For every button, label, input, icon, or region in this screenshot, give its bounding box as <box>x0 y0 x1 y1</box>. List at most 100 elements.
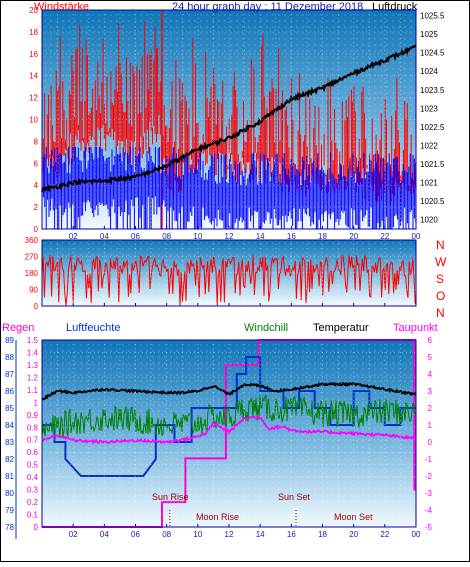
compass-label-s: S <box>436 272 444 286</box>
rain-tick-label: 0 <box>34 523 39 532</box>
humidity-tick-label: 88 <box>5 353 14 362</box>
rain-tick-label: 0.8 <box>27 423 39 432</box>
temperature-tick-label: 1 <box>428 421 433 430</box>
rain-tick-label: 1.1 <box>27 386 39 395</box>
rain-tick-label: 0.9 <box>27 411 39 420</box>
wind-panel-x-tick-label: 06 <box>131 232 140 241</box>
moon-set-label: Moon Set <box>334 512 373 522</box>
humidity-line <box>42 356 416 477</box>
humidity-tick-label: 85 <box>5 404 14 413</box>
pressure-tick-label: 1024.5 <box>420 49 445 58</box>
rain-tick-label: 0.4 <box>27 473 39 482</box>
wind-panel-x-tick-label: 02 <box>69 232 78 241</box>
wind-average-bars <box>41 146 417 229</box>
dewpoint-label: Taupunkt <box>393 322 438 334</box>
temperature-label: Temperatur <box>313 322 369 334</box>
temperature-tick-label: 4 <box>428 370 433 379</box>
humidity-tick-label: 84 <box>5 421 14 430</box>
temperature-tick-label: 2 <box>428 404 433 413</box>
climate-panel-x-tick-label: 20 <box>349 530 358 539</box>
pressure-tick-label: 1025.5 <box>420 12 445 21</box>
rain-tick-label: 0.3 <box>27 486 39 495</box>
temperature-tick-label: -5 <box>425 523 433 532</box>
moon-rise-label: Moon Rise <box>196 512 239 522</box>
climate-panel-x-tick-label: 06 <box>131 530 140 539</box>
pressure-tick-label: 1022.5 <box>420 123 445 132</box>
wind-speed-tick-label: 0 <box>34 225 39 234</box>
rain-tick-label: 0.1 <box>27 511 39 520</box>
pressure-tick-label: 1023 <box>420 104 438 113</box>
wind-speed-tick-label: 20 <box>29 6 38 15</box>
wind-direction-marks <box>41 254 416 306</box>
chart-title: 24 hour graph day : 11 Dezember 2018 <box>172 1 363 13</box>
pressure-tick-label: 1024 <box>420 67 438 76</box>
dewpoint-line <box>41 414 417 445</box>
humidity-tick-label: 81 <box>5 472 14 481</box>
temperature-tick-label: 3 <box>428 387 433 396</box>
wind-panel-x-tick-label: 12 <box>225 232 234 241</box>
pressure-tick-label: 1020.5 <box>420 197 445 206</box>
humidity-tick-label: 89 <box>5 336 14 345</box>
rain-tick-label: 1 <box>34 398 39 407</box>
climate-panel-x-tick-label: 22 <box>380 530 389 539</box>
humidity-tick-label: 87 <box>5 370 14 379</box>
grid-lines <box>42 10 416 527</box>
wind-panel-x-tick-label: 10 <box>193 232 202 241</box>
wind-speed-tick-label: 18 <box>29 28 38 37</box>
wind-panel-x-tick-label: 08 <box>162 232 171 241</box>
climate-panel-x-tick-label: 16 <box>287 530 296 539</box>
rain-tick-label: 1.4 <box>27 348 39 357</box>
pressure-tick-label: 1023.5 <box>420 86 445 95</box>
wind-panel-x-tick-label: 00 <box>412 232 421 241</box>
humidity-tick-label: 80 <box>5 489 14 498</box>
direction-tick-label: 360 <box>25 236 39 245</box>
pressure-tick-label: 1021 <box>420 179 438 188</box>
wind-speed-tick-label: 4 <box>34 181 39 190</box>
pressure-label: Luftdruck <box>372 1 418 13</box>
climate-panel-frame <box>41 339 417 528</box>
windchill-line <box>41 394 417 439</box>
rain-line <box>42 339 416 528</box>
direction-tick-label: 180 <box>25 269 39 278</box>
rain-tick-label: 0.6 <box>27 448 39 457</box>
temperature-tick-label: -2 <box>425 472 433 481</box>
wind-speed-tick-label: 12 <box>29 94 38 103</box>
rain-tick-label: 0.5 <box>27 461 39 470</box>
climate-panel-x-tick-label: 14 <box>256 530 265 539</box>
temperature-tick-label: 6 <box>428 336 433 345</box>
pressure-tick-label: 1025 <box>420 30 438 39</box>
wind-speed-label: Windstärke <box>34 1 89 13</box>
climate-panel-x-tick-label: 10 <box>193 530 202 539</box>
wind-panel-x-tick-label: 04 <box>100 232 109 241</box>
temperature-line <box>42 381 417 401</box>
direction-tick-label: 0 <box>34 302 39 311</box>
humidity-tick-label: 78 <box>5 523 14 532</box>
temperature-tick-label: -3 <box>425 489 433 498</box>
compass-label-o: O <box>436 289 445 303</box>
sun-set-label: Sun Set <box>278 492 311 502</box>
wind-speed-tick-label: 6 <box>34 159 39 168</box>
temperature-tick-label: 0 <box>428 438 433 447</box>
rain-tick-label: 0.2 <box>27 498 39 507</box>
wind-speed-tick-label: 2 <box>34 203 39 212</box>
climate-panel-x-tick-label: 02 <box>69 530 78 539</box>
climate-panel-x-tick-label: 00 <box>412 530 421 539</box>
wind-speed-tick-label: 14 <box>29 72 38 81</box>
temperature-tick-label: -4 <box>425 506 433 515</box>
humidity-tick-label: 79 <box>5 506 14 515</box>
wind-panel-frame <box>41 9 417 230</box>
temperature-tick-label: 5 <box>428 353 433 362</box>
temperature-tick-label: -1 <box>425 455 433 464</box>
wind-panel-x-tick-label: 14 <box>256 232 265 241</box>
rain-tick-label: 1.3 <box>27 361 39 370</box>
climate-panel-x-tick-label: 18 <box>318 530 327 539</box>
pressure-line <box>40 44 417 194</box>
wind-speed-tick-label: 8 <box>34 137 39 146</box>
direction-tick-label: 90 <box>29 286 38 295</box>
wind-panel-x-tick-label: 18 <box>318 232 327 241</box>
climate-panel-x-tick-label: 08 <box>162 530 171 539</box>
rain-tick-label: 1.5 <box>27 336 39 345</box>
